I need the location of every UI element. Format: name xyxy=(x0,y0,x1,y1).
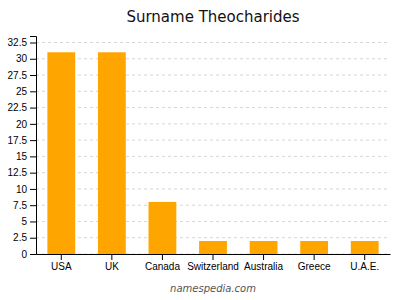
tick-mark xyxy=(314,254,315,260)
bar xyxy=(300,241,328,254)
tick: 0 xyxy=(21,249,36,260)
grid-line xyxy=(36,221,390,222)
tick: U.A.E. xyxy=(350,254,379,272)
grid-line xyxy=(36,123,390,124)
tick-mark xyxy=(162,254,163,260)
tick: Switzerland xyxy=(187,254,239,272)
grid-line xyxy=(36,91,390,92)
annotation: namespedia.com xyxy=(170,283,256,294)
tick: 30 xyxy=(16,53,36,64)
tick-label: Australia xyxy=(244,261,283,272)
tick: 10 xyxy=(16,184,36,195)
bar xyxy=(98,52,126,254)
tick-label: 32.5 xyxy=(8,37,28,48)
tick-mark xyxy=(30,108,36,109)
grid-line xyxy=(36,205,390,206)
bar xyxy=(199,241,227,254)
tick: UK xyxy=(105,254,119,272)
axis-line xyxy=(30,37,37,255)
tick-mark xyxy=(263,254,264,260)
tick-mark xyxy=(30,91,36,92)
tick: 32.5 xyxy=(8,37,36,48)
tick-label: U.A.E. xyxy=(350,261,379,272)
tick-label: 5 xyxy=(21,216,27,227)
tick-label: USA xyxy=(51,261,72,272)
tick: 22.5 xyxy=(8,102,36,113)
tick-label: Canada xyxy=(145,261,180,272)
grid-line xyxy=(36,107,390,108)
bars xyxy=(47,52,378,254)
grid xyxy=(36,43,390,254)
tick: 27.5 xyxy=(8,70,36,81)
tick-label: Switzerland xyxy=(187,261,239,272)
tick: 25 xyxy=(16,86,36,97)
tick-label: 17.5 xyxy=(8,135,28,146)
tick-label: 20 xyxy=(16,119,28,130)
grid-line xyxy=(36,237,390,238)
grid-line xyxy=(36,156,390,157)
tick-mark xyxy=(30,189,36,190)
tick-mark xyxy=(364,254,365,260)
tick-mark xyxy=(30,59,36,60)
tick-mark xyxy=(30,140,36,141)
tick: 15 xyxy=(16,151,36,162)
tick-label: 30 xyxy=(16,53,28,64)
tick-label: 12.5 xyxy=(8,167,28,178)
tick: Canada xyxy=(145,254,180,272)
tick-mark xyxy=(30,156,36,157)
tick: Australia xyxy=(244,254,283,272)
tick: 20 xyxy=(16,119,36,130)
title: Surname Theocharides xyxy=(126,8,299,26)
x-axis: USA UK Canada Switzerland Australia Greece U.A… xyxy=(37,254,391,272)
tick: 5 xyxy=(21,216,36,227)
bar xyxy=(149,202,177,254)
tick: 12.5 xyxy=(8,167,36,178)
tick-mark xyxy=(30,173,36,174)
bar xyxy=(47,52,75,254)
tick: 2.5 xyxy=(13,232,36,243)
tick-mark xyxy=(30,75,36,76)
chart: 0 2.5 5 7.5 10 12.5 15 17.5 20 22.5 25 27.5 30 32.5 US… xyxy=(0,0,400,300)
bar xyxy=(250,241,278,254)
bar xyxy=(351,241,379,254)
grid-line xyxy=(36,188,390,189)
tick-label: 25 xyxy=(16,86,28,97)
grid-line xyxy=(36,75,390,76)
tick: 7.5 xyxy=(13,200,36,211)
tick-label: Greece xyxy=(298,261,331,272)
tick-mark xyxy=(30,43,36,44)
tick-label: 0 xyxy=(21,249,27,260)
tick-mark xyxy=(30,205,36,206)
tick-label: 10 xyxy=(16,184,28,195)
tick-mark xyxy=(30,124,36,125)
grid-line xyxy=(36,42,390,43)
tick-label: 22.5 xyxy=(8,102,28,113)
tick: 17.5 xyxy=(8,135,36,146)
grid-line xyxy=(36,140,390,141)
tick-mark xyxy=(111,254,112,260)
tick-mark xyxy=(30,221,36,222)
tick-mark xyxy=(61,254,62,260)
tick: USA xyxy=(51,254,72,272)
grid-line xyxy=(36,172,390,173)
tick-label: UK xyxy=(105,261,119,272)
tick-label: 2.5 xyxy=(13,232,27,243)
tick-label: 7.5 xyxy=(13,200,27,211)
grid-line xyxy=(36,58,390,59)
tick-mark xyxy=(30,238,36,239)
tick-label: 27.5 xyxy=(8,70,28,81)
tick: Greece xyxy=(298,254,331,272)
tick-mark xyxy=(30,254,36,255)
y-axis: 0 2.5 5 7.5 10 12.5 15 17.5 20 22.5 25 27.5 30 32.5 xyxy=(8,37,37,260)
tick-mark xyxy=(213,254,214,260)
tick-label: 15 xyxy=(16,151,28,162)
